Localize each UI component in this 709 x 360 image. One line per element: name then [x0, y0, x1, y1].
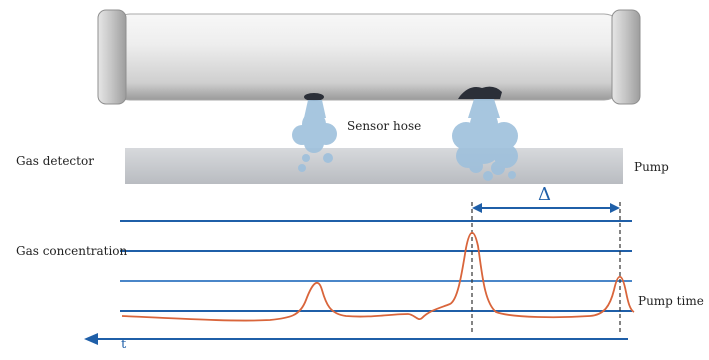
delta-markers [471, 202, 621, 334]
gas-detector-label: Gas detector [16, 154, 94, 168]
sensor-hose-tube [125, 148, 623, 184]
gas-concentration-label: Gas concentration [16, 244, 128, 258]
large-leak-spot-icon [458, 86, 502, 99]
sensor-hose-label: Sensor hose [347, 119, 422, 133]
pump-label: Pump [634, 160, 669, 174]
pump-time-label: Pump time [638, 294, 704, 308]
concentration-grid [120, 220, 632, 312]
large-leak-gas-cloud-icon [452, 99, 518, 181]
time-axis-left-arrow-icon [84, 333, 628, 345]
small-leak-gas-cloud-icon [292, 100, 337, 172]
gas-concentration-signal [121, 231, 635, 322]
time-axis-mark: t [121, 337, 127, 352]
small-leak-spot-icon [304, 93, 324, 101]
left-flange [97, 9, 127, 105]
delta-arrow [472, 203, 620, 213]
right-flange [611, 9, 641, 105]
delta-label: Δ [538, 184, 551, 205]
pipeline-pipe-icon [97, 9, 641, 105]
